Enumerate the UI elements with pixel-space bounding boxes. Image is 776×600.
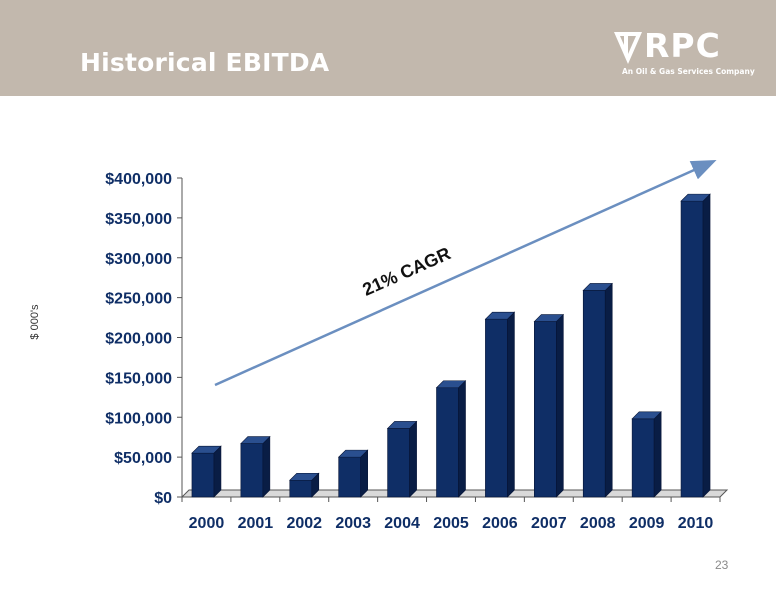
bar-top	[337, 449, 369, 458]
bar-2006	[484, 311, 516, 498]
y-tick-label: $0	[154, 490, 172, 507]
bar-front	[289, 479, 313, 498]
bar-front	[582, 290, 606, 498]
y-tick-label: $150,000	[105, 370, 172, 387]
bar-top	[386, 421, 418, 429]
bar-2002	[289, 472, 320, 498]
logo-tagline: An Oil & Gas Services Company	[622, 67, 755, 76]
y-tick-label: $400,000	[105, 171, 172, 188]
y-tick-label: $300,000	[105, 251, 172, 268]
bar-side	[458, 380, 466, 498]
x-tick-label: 2010	[678, 515, 714, 532]
bar-top	[582, 283, 613, 291]
logo-word: RPC	[644, 26, 721, 65]
bar-side	[702, 193, 711, 498]
bar-front	[485, 318, 508, 498]
bar-front	[631, 418, 655, 498]
bar-front	[436, 387, 459, 498]
bar-top	[680, 193, 711, 202]
bar-side	[507, 311, 515, 498]
bar-side	[262, 435, 271, 498]
x-tick-label: 2001	[238, 515, 274, 532]
bar-front	[240, 443, 264, 498]
header-bar	[0, 0, 776, 96]
bar-front	[680, 200, 704, 498]
bar-side	[409, 420, 417, 498]
bar-side	[360, 449, 368, 498]
y-axis-title: $ 000's	[29, 304, 41, 340]
bar-2005	[435, 380, 467, 498]
bar-2009	[631, 411, 662, 498]
cagr-annotation: 21% CAGR	[360, 243, 454, 300]
bar-side	[213, 445, 222, 498]
bar-front	[534, 321, 557, 498]
bar-side	[556, 313, 564, 498]
bar-top	[240, 436, 271, 444]
cagr-trend-arrow	[214, 159, 717, 387]
bar-2010	[680, 193, 711, 498]
bar-2003	[337, 449, 369, 498]
company-logo: RPC An Oil & Gas Services Company	[614, 26, 755, 82]
x-tick-label: 2009	[629, 515, 665, 532]
bar-top	[484, 311, 516, 320]
bar-top	[289, 472, 320, 481]
logo-mark-icon	[614, 32, 642, 64]
bar-side	[604, 282, 613, 498]
x-tick-label: 2008	[580, 515, 616, 532]
y-tick-label: $50,000	[114, 450, 172, 467]
x-tick-label: 2004	[384, 515, 420, 532]
y-tick-label: $200,000	[105, 331, 172, 348]
bar-2004	[386, 420, 418, 498]
x-tick-label: 2007	[531, 515, 567, 532]
bar-front	[387, 428, 410, 498]
x-tick-label: 2000	[189, 515, 225, 532]
y-tick-label: $350,000	[105, 211, 172, 228]
x-tick-label: 2005	[433, 515, 469, 532]
bar-top	[631, 411, 662, 420]
x-tick-label: 2003	[335, 515, 371, 532]
bar-side	[653, 411, 662, 498]
bar-front	[191, 452, 215, 498]
slide-title: Historical EBITDA	[80, 48, 330, 77]
x-tick-label: 2006	[482, 515, 518, 532]
bar-2008	[582, 282, 613, 498]
bar-2000	[191, 445, 222, 498]
bar-2001	[240, 435, 271, 498]
y-tick-label: $250,000	[105, 291, 172, 308]
x-tick-label: 2002	[286, 515, 322, 532]
page-number: 23	[715, 558, 729, 572]
y-tick-label: $100,000	[105, 410, 172, 427]
bar-top	[533, 314, 565, 322]
bar-front	[338, 456, 361, 498]
bar-top	[435, 380, 467, 389]
bar-top	[191, 445, 222, 454]
bar-2007	[533, 313, 565, 498]
